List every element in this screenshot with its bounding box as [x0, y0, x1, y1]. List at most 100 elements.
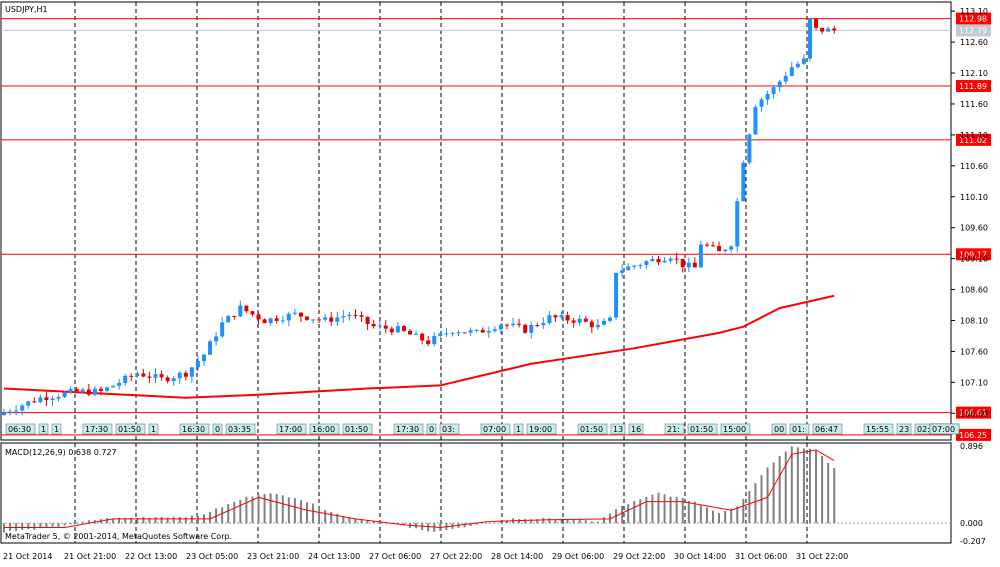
event-marker-label: 1 — [41, 425, 46, 434]
price-axis-label: 112.60 — [960, 38, 988, 47]
candle-body — [117, 382, 122, 386]
candle-body — [504, 324, 509, 326]
candle-body — [44, 397, 49, 401]
event-marker-label: 03: — [442, 425, 455, 434]
candle-body — [674, 258, 679, 260]
event-marker-box[interactable] — [82, 423, 113, 435]
candle-body — [395, 326, 400, 333]
event-marker-box[interactable] — [38, 423, 49, 435]
candle-body — [832, 28, 837, 31]
event-marker-box[interactable] — [789, 423, 810, 435]
candle-body — [68, 389, 73, 393]
price-level-label: 111.89 — [959, 82, 987, 91]
time-axis-label: 21 Oct 21:00 — [64, 552, 116, 561]
candle-body — [620, 270, 625, 273]
event-marker-label: 00 — [774, 425, 784, 434]
event-marker-box[interactable] — [812, 423, 843, 435]
event-marker-box[interactable] — [179, 423, 210, 435]
event-marker-box[interactable] — [115, 423, 146, 435]
candle-body — [274, 318, 279, 321]
event-marker-box[interactable] — [480, 423, 511, 435]
event-marker-box[interactable] — [439, 423, 460, 435]
candle-body — [589, 321, 594, 328]
event-marker-box[interactable] — [628, 423, 644, 435]
time-axis-label: 21 Oct 2014 — [3, 552, 52, 561]
candle-body — [92, 388, 97, 395]
time-axis-label: 27 Oct 22:00 — [430, 552, 482, 561]
macd-subwindow-frame[interactable] — [0, 442, 952, 544]
event-marker-label: 13 — [613, 425, 623, 434]
macd-label: MACD(12,26,9) 0.638 0.727 — [5, 448, 117, 457]
event-marker-box[interactable] — [426, 423, 437, 435]
event-marker-label: 01:50 — [118, 425, 141, 434]
candle-body — [14, 410, 19, 412]
candle-body — [341, 316, 346, 318]
candle-body — [498, 324, 503, 330]
event-marker-box[interactable] — [5, 423, 36, 435]
candle-body — [226, 315, 231, 323]
time-axis-label: 28 Oct 14:00 — [491, 552, 543, 561]
event-marker-box[interactable] — [720, 423, 751, 435]
candle-body — [165, 377, 170, 382]
candlestick-series — [2, 18, 837, 416]
candle-body — [638, 264, 643, 266]
candle-body — [159, 374, 164, 378]
event-marker-box[interactable] — [929, 423, 960, 435]
event-marker-box[interactable] — [896, 423, 912, 435]
candle-body — [801, 58, 806, 64]
price-axis-label: 112.10 — [960, 69, 988, 78]
event-marker-box[interactable] — [51, 423, 62, 435]
candle-body — [692, 262, 697, 268]
time-axis-label: 31 Oct 22:00 — [796, 552, 848, 561]
event-marker-label: 01:50 — [345, 425, 368, 434]
price-axis-label: 108.60 — [960, 286, 988, 295]
candle-body — [38, 397, 43, 403]
price-level-label: 111.02 — [959, 136, 987, 145]
price-axis-label: 113.10 — [960, 7, 988, 16]
price-level-tag — [956, 12, 991, 25]
candle-body — [777, 81, 782, 88]
macd-layer: 0.896 0.000 -0.207 — [1, 442, 986, 546]
event-marker-box[interactable] — [513, 423, 524, 435]
candle-body — [135, 373, 140, 377]
candle-body — [359, 315, 364, 317]
candle-body — [292, 312, 297, 314]
event-marker-box[interactable] — [664, 423, 685, 435]
price-level-label: 106.25 — [959, 431, 987, 440]
event-marker-box[interactable] — [863, 423, 894, 435]
event-marker-box[interactable] — [212, 423, 223, 435]
price-level-label: 112.98 — [959, 15, 987, 24]
price-level-tag — [956, 428, 991, 441]
time-axis-label: 30 Oct 14:00 — [674, 552, 726, 561]
candle-body — [474, 329, 479, 331]
event-marker-label: 17:30 — [396, 425, 419, 434]
candle-body — [189, 367, 194, 377]
candle-body — [783, 75, 788, 82]
event-marker-box[interactable] — [687, 423, 718, 435]
event-marker-label: 17:30 — [85, 425, 108, 434]
event-marker-box[interactable] — [577, 423, 608, 435]
event-marker-label: 16:30 — [182, 425, 205, 434]
price-level-label: 109.17 — [959, 250, 987, 259]
candle-body — [571, 320, 576, 323]
candle-body — [680, 258, 685, 268]
event-marker-box[interactable] — [393, 423, 424, 435]
event-marker-box[interactable] — [148, 423, 159, 435]
event-marker-box[interactable] — [526, 423, 557, 435]
event-marker-box[interactable] — [276, 423, 307, 435]
candle-body — [747, 134, 752, 163]
event-marker-box[interactable] — [225, 423, 256, 435]
event-marker-label: 17:00 — [279, 425, 302, 434]
event-marker-box[interactable] — [771, 423, 787, 435]
event-marker-box[interactable] — [610, 423, 626, 435]
candle-body — [741, 162, 746, 202]
candle-body — [795, 63, 800, 68]
price-axis-label: 108.10 — [960, 316, 988, 325]
price-axis-label: 109.60 — [960, 224, 988, 233]
event-marker-box[interactable] — [309, 423, 340, 435]
event-marker-label: 15:55 — [866, 425, 889, 434]
event-marker-box[interactable] — [342, 423, 373, 435]
event-marker-label: 03:35 — [228, 425, 251, 434]
event-marker-label: 15:00 — [723, 425, 746, 434]
